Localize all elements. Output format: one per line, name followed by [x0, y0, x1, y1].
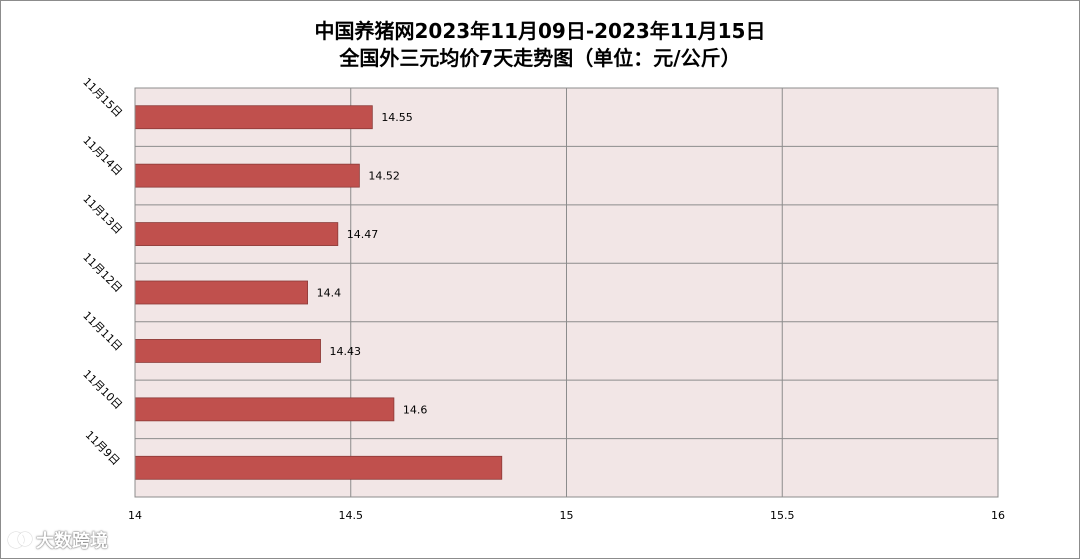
y-tick-label: 11月14日: [80, 134, 125, 179]
y-tick-label: 11月15日: [80, 75, 125, 120]
bar: [134, 397, 395, 422]
x-tick-label: 15.5: [770, 509, 795, 522]
bar: [134, 105, 373, 130]
y-tick-label: 11月12日: [80, 251, 125, 296]
bar: [134, 163, 360, 188]
x-tick-label: 16: [991, 509, 1005, 522]
y-tick-label: 11月13日: [80, 192, 125, 237]
x-tick-label: 15: [560, 509, 574, 522]
chart-title-line2: 全国外三元均价7天走势图（单位：元/公斤）: [339, 46, 741, 70]
y-tick-label: 11月9日: [83, 428, 123, 468]
bar-data-label: 14.4: [317, 287, 342, 300]
y-tick-label: 11月11日: [80, 309, 125, 354]
y-tick-label: 11月10日: [80, 367, 125, 412]
chart-title: 中国养猪网2023年11月09日-2023年11月15日 全国外三元均价7天走势…: [0, 18, 1080, 72]
plot-border: [134, 87, 999, 498]
bar-data-label: 14.52: [368, 170, 400, 183]
bar-data-label: 14.47: [347, 228, 379, 241]
bar-data-label: 14.55: [381, 111, 413, 124]
x-tick-label: 14.5: [339, 509, 364, 522]
x-tick-label: 14: [128, 509, 142, 522]
watermark-logo-icon: [8, 530, 32, 550]
bar-data-label: 14.6: [403, 403, 428, 416]
bar: [134, 339, 321, 363]
chart-title-line1: 中国养猪网2023年11月09日-2023年11月15日: [314, 19, 766, 43]
bar: [134, 222, 339, 246]
watermark-text: 大数跨境: [36, 531, 108, 552]
bar-data-label: 14.43: [330, 345, 362, 358]
bar: [134, 280, 309, 305]
watermark: 大数跨境: [8, 527, 108, 553]
bar: [134, 455, 503, 480]
